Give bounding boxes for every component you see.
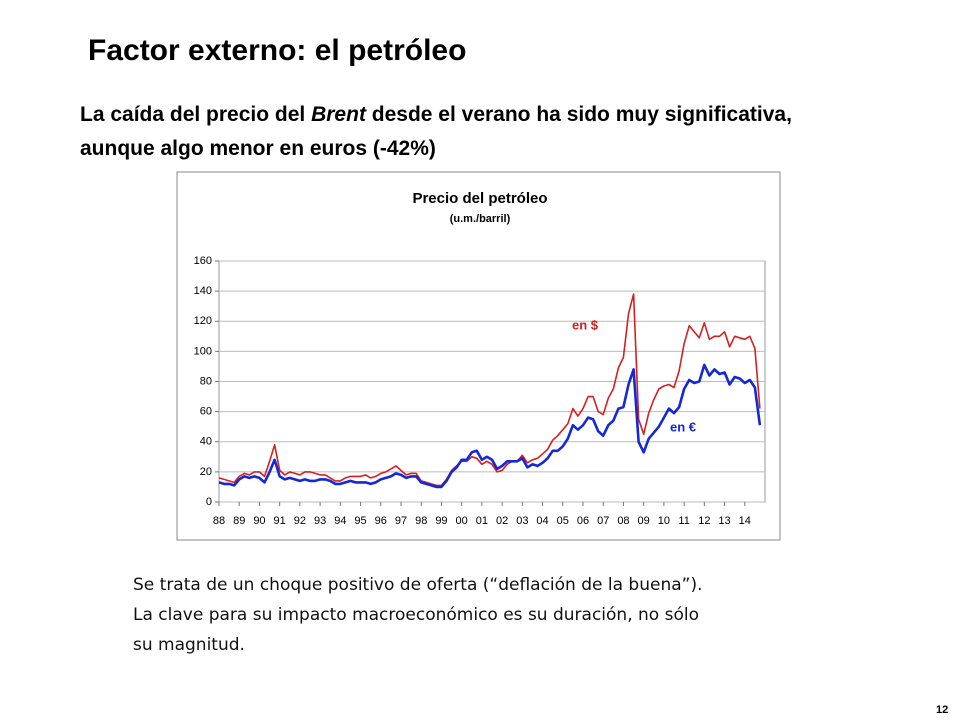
x-tick-label: 90 <box>253 515 265 527</box>
x-tick-label: 14 <box>739 515 751 527</box>
x-tick-label: 06 <box>577 515 589 527</box>
x-tick-label: 03 <box>516 515 528 527</box>
x-tick-label: 07 <box>597 515 609 527</box>
subtitle-italic: Brent <box>311 103 366 126</box>
y-tick-label: 100 <box>194 345 212 357</box>
y-tick-label: 60 <box>200 406 212 418</box>
chart-frame <box>176 171 781 541</box>
x-tick-label: 88 <box>213 515 225 527</box>
page-number: 12 <box>936 704 949 716</box>
y-tick-label: 0 <box>206 496 212 508</box>
x-tick-label: 98 <box>415 515 427 527</box>
x-tick-label: 91 <box>274 515 286 527</box>
x-tick-label: 12 <box>698 515 710 527</box>
subtitle-text: desde el verano ha sido muy significativ… <box>80 103 792 160</box>
x-tick-label: 09 <box>638 515 650 527</box>
series-line <box>218 293 761 487</box>
x-tick-label: 08 <box>617 515 629 527</box>
chart: Precio del petróleo (u.m./barril) 020406… <box>176 171 781 541</box>
chart-subtitle: (u.m./barril) <box>450 213 511 225</box>
x-tick-label: 05 <box>557 515 569 527</box>
chart-title: Precio del petróleo <box>412 190 547 207</box>
y-tick-label: 80 <box>200 375 212 387</box>
x-tick-label: 01 <box>476 515 488 527</box>
slide-subtitle: La caída del precio del Brent desde el v… <box>80 98 830 166</box>
series-label: en $ <box>572 317 599 332</box>
x-tick-label: 92 <box>294 515 306 527</box>
subtitle-text: La caída del precio del <box>80 103 312 126</box>
x-tick-label: 93 <box>314 515 326 527</box>
x-tick-label: 96 <box>375 515 387 527</box>
series-label: en € <box>670 419 696 434</box>
x-tick-label: 89 <box>233 515 245 527</box>
slide-title: Factor externo: el petróleo <box>88 34 467 67</box>
x-tick-label: 13 <box>718 515 730 527</box>
x-tick-label: 04 <box>536 515 548 527</box>
x-tick-label: 00 <box>456 515 468 527</box>
x-tick-label: 11 <box>678 515 689 527</box>
y-tick-label: 40 <box>200 436 212 448</box>
y-tick-label: 20 <box>200 466 212 478</box>
x-tick-label: 94 <box>334 515 346 527</box>
series-line <box>218 363 762 489</box>
x-tick-label: 95 <box>354 515 366 527</box>
x-tick-label: 10 <box>658 515 670 527</box>
x-tick-label: 02 <box>496 515 508 527</box>
y-tick-label: 160 <box>194 255 212 267</box>
body-text: Se trata de un choque positivo de oferta… <box>133 575 703 655</box>
x-tick-label: 99 <box>435 515 447 527</box>
x-tick-label: 97 <box>395 515 407 527</box>
y-tick-label: 140 <box>194 285 212 297</box>
y-tick-label: 120 <box>194 315 212 327</box>
